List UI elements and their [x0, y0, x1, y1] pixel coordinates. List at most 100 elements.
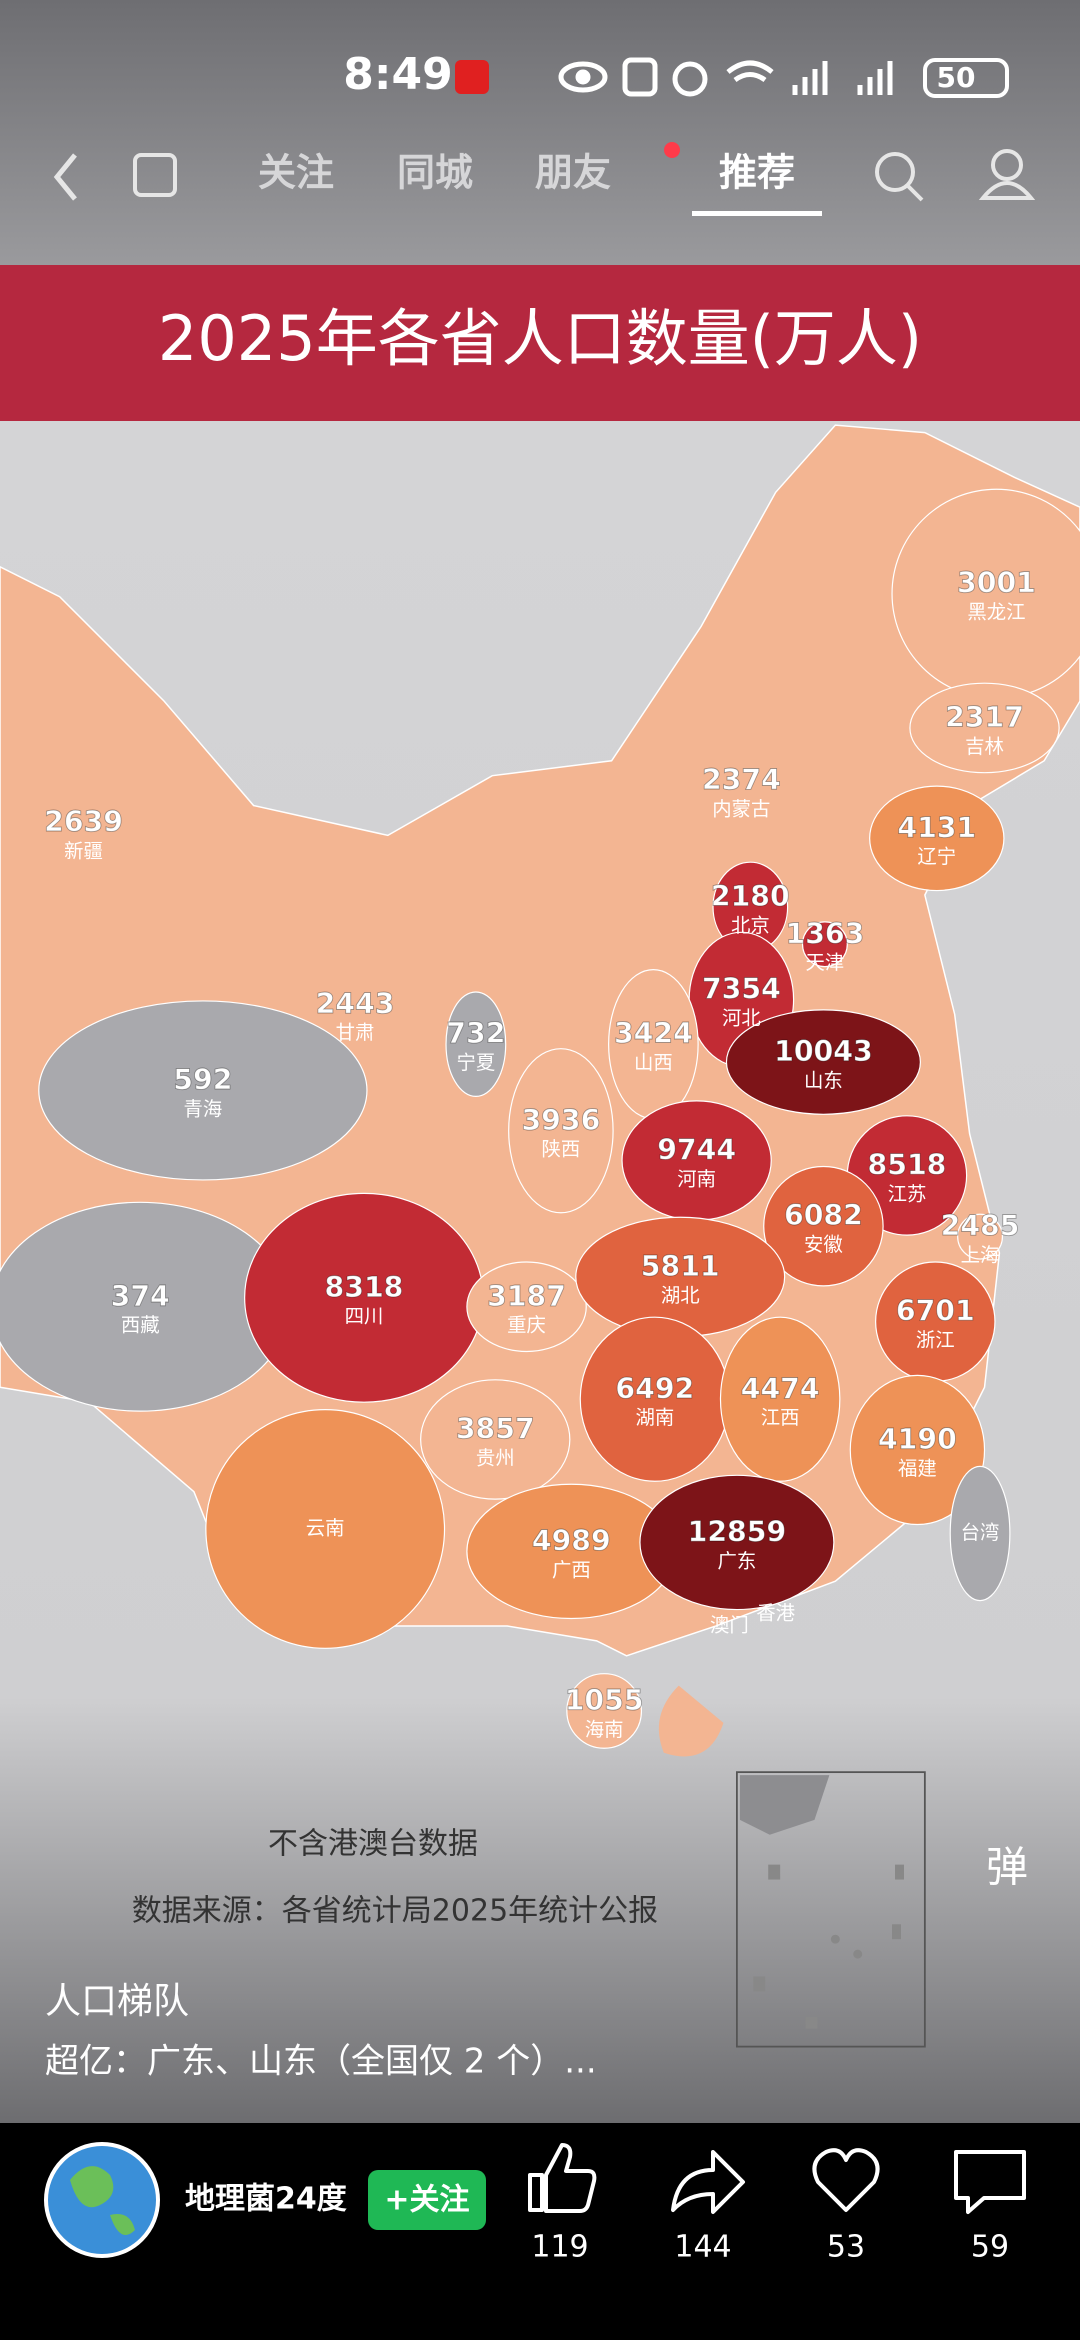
province-name: 青海	[183, 1097, 222, 1120]
battery	[923, 58, 1009, 98]
province-region[interactable]	[445, 991, 507, 1097]
search-handle	[906, 184, 924, 202]
province-name: 海南	[585, 1718, 624, 1741]
map-source: 数据来源：各省统计局2025年统计公报	[132, 1894, 658, 1929]
province-value: 4989	[532, 1524, 611, 1557]
inset-land	[739, 1775, 830, 1835]
province-value: 10043	[774, 1035, 873, 1068]
province-value: 592	[173, 1063, 232, 1096]
action-count: 119	[531, 2230, 588, 2265]
battery-level: 50	[937, 61, 976, 94]
province-value: 3936	[521, 1104, 600, 1137]
province-name: 安徽	[804, 1233, 843, 1256]
notify-dot	[664, 142, 680, 158]
nav-tab[interactable]: 关注	[258, 151, 334, 195]
province-value: 2180	[711, 880, 790, 913]
province-value: 6492	[615, 1372, 694, 1405]
action-count: 53	[827, 2230, 865, 2265]
province-name: 湖南	[635, 1406, 674, 1429]
province-value: 4474	[741, 1372, 820, 1405]
province-region[interactable]	[639, 1474, 835, 1611]
province-region[interactable]	[949, 1465, 1011, 1602]
province-name: 宁夏	[456, 1051, 495, 1074]
province-value: 374	[111, 1280, 170, 1313]
province-value: 8518	[868, 1149, 947, 1182]
author-name[interactable]: 地理菌24度	[185, 2182, 347, 2217]
province-value: 6082	[784, 1199, 863, 1232]
south-sea-inset	[736, 1771, 926, 2048]
nav-tab[interactable]: 同城	[397, 151, 473, 195]
action-count: 59	[971, 2230, 1009, 2265]
province-name: 河北	[722, 1006, 761, 1029]
province-region[interactable]	[38, 1000, 368, 1181]
province-value: 5811	[641, 1250, 720, 1283]
bottom-bar	[0, 2123, 1080, 2340]
province-region[interactable]	[719, 1316, 841, 1482]
province-region[interactable]	[508, 1048, 614, 1214]
province-name: 陕西	[541, 1138, 580, 1161]
province-value: 3857	[456, 1413, 535, 1446]
action-button[interactable]	[671, 2150, 745, 2214]
province-region[interactable]	[205, 1409, 446, 1649]
province-region[interactable]	[725, 1009, 921, 1115]
island	[658, 1685, 724, 1757]
banner	[0, 265, 1080, 421]
follow-button[interactable]	[368, 2170, 486, 2230]
danmaku-button[interactable]: 弹	[986, 1843, 1028, 1892]
action-button[interactable]	[954, 2150, 1026, 2214]
province-name: 重庆	[507, 1314, 546, 1337]
province-value: 3001	[957, 567, 1036, 600]
province-value: 1055	[565, 1684, 644, 1717]
province-name: 甘肃	[336, 1021, 375, 1044]
province-value: 7354	[702, 972, 781, 1005]
province-value: 12859	[688, 1515, 787, 1548]
province-name: 香港	[756, 1602, 795, 1625]
status-icons	[558, 57, 893, 97]
action-button[interactable]	[528, 2143, 597, 2213]
province-value: 2485	[941, 1210, 1020, 1243]
province-name: 新疆	[64, 839, 103, 862]
province-name: 西藏	[121, 1314, 160, 1337]
tabs: 关注 同城 朋友 推荐	[258, 151, 822, 216]
province-name: 吉林	[965, 735, 1004, 758]
province-name: 江西	[761, 1406, 800, 1429]
province-region[interactable]	[420, 1379, 571, 1500]
province-region[interactable]	[763, 1165, 884, 1287]
banner-title: 2025年各省人口数量(万人)	[158, 302, 922, 375]
nav-tab[interactable]: 朋友	[535, 151, 611, 195]
province-name: 辽宁	[917, 845, 956, 868]
province-name: 内蒙古	[712, 797, 770, 820]
province-name: 山西	[634, 1051, 673, 1074]
province-region[interactable]	[849, 1374, 986, 1526]
profile-body	[978, 181, 1036, 200]
province-region[interactable]	[801, 921, 848, 968]
province-region[interactable]	[909, 682, 1060, 774]
province-name: 北京	[731, 914, 770, 937]
province-name: 广东	[718, 1549, 757, 1572]
province-region[interactable]	[957, 1213, 1004, 1260]
province-value: 1363	[785, 917, 864, 950]
province-name: 江苏	[888, 1182, 927, 1205]
app-icon	[455, 60, 489, 94]
clock: 8:49	[343, 49, 452, 100]
search-button[interactable]	[875, 152, 915, 192]
nav-tab[interactable]: 推荐	[719, 151, 795, 195]
province-name: 天津	[806, 951, 845, 974]
province-region[interactable]	[466, 1261, 587, 1353]
window-button[interactable]	[133, 153, 177, 197]
post-excerpt[interactable]: 超亿：广东、山东（全国仅 2 个）...	[45, 2042, 597, 2082]
profile-button[interactable]	[991, 149, 1023, 181]
province-value: 8318	[325, 1271, 404, 1304]
province-value: 732	[446, 1017, 505, 1050]
actions: 119 144 53 59	[528, 2143, 1026, 2265]
action-count: 144	[674, 2230, 731, 2265]
province-value: 6701	[896, 1295, 975, 1328]
back-button[interactable]	[53, 153, 77, 201]
action-button[interactable]	[812, 2148, 880, 2212]
follow-label: +关注	[384, 2183, 469, 2218]
province-region[interactable]	[566, 1673, 643, 1749]
province-name: 四川	[345, 1305, 384, 1328]
province-region[interactable]	[869, 785, 1005, 892]
